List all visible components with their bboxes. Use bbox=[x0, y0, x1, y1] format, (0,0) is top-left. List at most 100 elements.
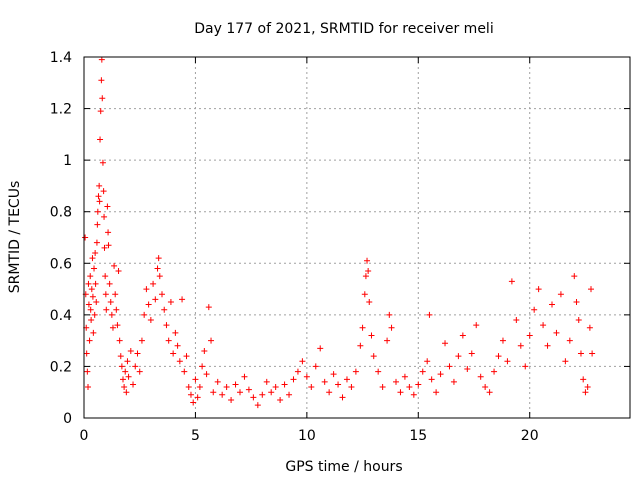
data-point bbox=[577, 350, 584, 357]
data-point bbox=[375, 368, 382, 375]
data-point bbox=[87, 273, 94, 280]
data-point bbox=[566, 337, 573, 344]
data-point bbox=[588, 286, 594, 293]
data-point bbox=[86, 337, 93, 344]
data-point bbox=[365, 268, 372, 275]
x-tick-label: 5 bbox=[191, 428, 200, 444]
y-tick-label: 0.6 bbox=[50, 256, 72, 272]
data-point bbox=[141, 311, 148, 318]
data-point bbox=[553, 329, 560, 336]
data-point bbox=[203, 371, 210, 378]
data-point bbox=[201, 347, 208, 354]
data-point bbox=[410, 391, 417, 398]
data-point bbox=[87, 306, 94, 313]
data-point bbox=[352, 368, 359, 375]
data-point bbox=[290, 376, 297, 383]
data-point bbox=[91, 311, 98, 318]
data-point bbox=[437, 371, 444, 378]
data-point bbox=[100, 188, 107, 195]
data-point bbox=[359, 324, 366, 331]
data-points bbox=[82, 56, 596, 409]
data-point bbox=[84, 368, 91, 375]
x-tick-label: 0 bbox=[80, 428, 89, 444]
data-point bbox=[468, 350, 475, 357]
data-point bbox=[187, 391, 194, 398]
data-point bbox=[232, 381, 239, 388]
data-point bbox=[571, 273, 578, 280]
data-point bbox=[136, 368, 143, 375]
x-axis: 0 5 10 15 20 bbox=[80, 57, 539, 444]
data-point bbox=[190, 399, 197, 406]
data-point bbox=[317, 345, 324, 352]
data-point bbox=[573, 298, 580, 305]
data-point bbox=[513, 317, 520, 324]
x-axis-label: GPS time / hours bbox=[285, 459, 402, 475]
data-point bbox=[522, 363, 529, 370]
data-point bbox=[152, 296, 159, 303]
data-point bbox=[214, 378, 221, 385]
data-point bbox=[111, 262, 118, 269]
data-point bbox=[102, 291, 109, 298]
data-point bbox=[104, 203, 111, 210]
data-point bbox=[219, 391, 226, 398]
data-point bbox=[582, 389, 589, 396]
data-point bbox=[504, 358, 511, 365]
data-point bbox=[540, 322, 547, 329]
data-point bbox=[96, 182, 103, 189]
data-point bbox=[99, 95, 106, 102]
data-point bbox=[495, 353, 502, 360]
data-point bbox=[549, 301, 555, 308]
data-point bbox=[348, 384, 355, 391]
data-point bbox=[113, 306, 120, 313]
data-point bbox=[90, 329, 97, 336]
data-point bbox=[477, 373, 484, 380]
data-point bbox=[194, 394, 201, 401]
data-point bbox=[486, 389, 493, 396]
data-point bbox=[85, 384, 92, 391]
data-point bbox=[147, 317, 154, 324]
data-point bbox=[145, 301, 152, 308]
data-point bbox=[114, 322, 121, 329]
data-point bbox=[584, 384, 591, 391]
data-point bbox=[517, 342, 524, 349]
data-point bbox=[155, 255, 162, 262]
data-point bbox=[138, 337, 145, 344]
data-point bbox=[112, 291, 119, 298]
data-point bbox=[268, 389, 275, 396]
y-tick-label: 0 bbox=[63, 411, 72, 427]
data-point bbox=[199, 363, 206, 370]
data-point bbox=[154, 265, 161, 272]
data-point bbox=[250, 394, 257, 401]
data-point bbox=[586, 324, 593, 331]
data-point bbox=[281, 381, 288, 388]
y-tick-label: 1 bbox=[63, 153, 72, 169]
data-point bbox=[167, 298, 174, 305]
data-point bbox=[419, 368, 426, 375]
data-point bbox=[473, 322, 480, 329]
data-point bbox=[303, 373, 310, 380]
data-point bbox=[335, 381, 342, 388]
data-point bbox=[174, 342, 181, 349]
data-point bbox=[83, 350, 90, 357]
data-point bbox=[366, 298, 373, 305]
data-point bbox=[237, 389, 243, 396]
data-point bbox=[259, 391, 266, 398]
data-point bbox=[97, 136, 104, 143]
data-point bbox=[361, 291, 368, 298]
data-point bbox=[330, 371, 337, 378]
data-point bbox=[386, 311, 393, 318]
data-point bbox=[92, 280, 99, 287]
data-point bbox=[116, 337, 123, 344]
data-point bbox=[179, 296, 186, 303]
data-point bbox=[401, 373, 408, 380]
data-point bbox=[82, 234, 89, 241]
data-point bbox=[205, 304, 212, 311]
data-point bbox=[482, 384, 489, 391]
data-point bbox=[185, 384, 192, 391]
data-point bbox=[326, 389, 333, 396]
data-point bbox=[196, 384, 203, 391]
data-point bbox=[272, 384, 279, 391]
data-point bbox=[415, 381, 422, 388]
